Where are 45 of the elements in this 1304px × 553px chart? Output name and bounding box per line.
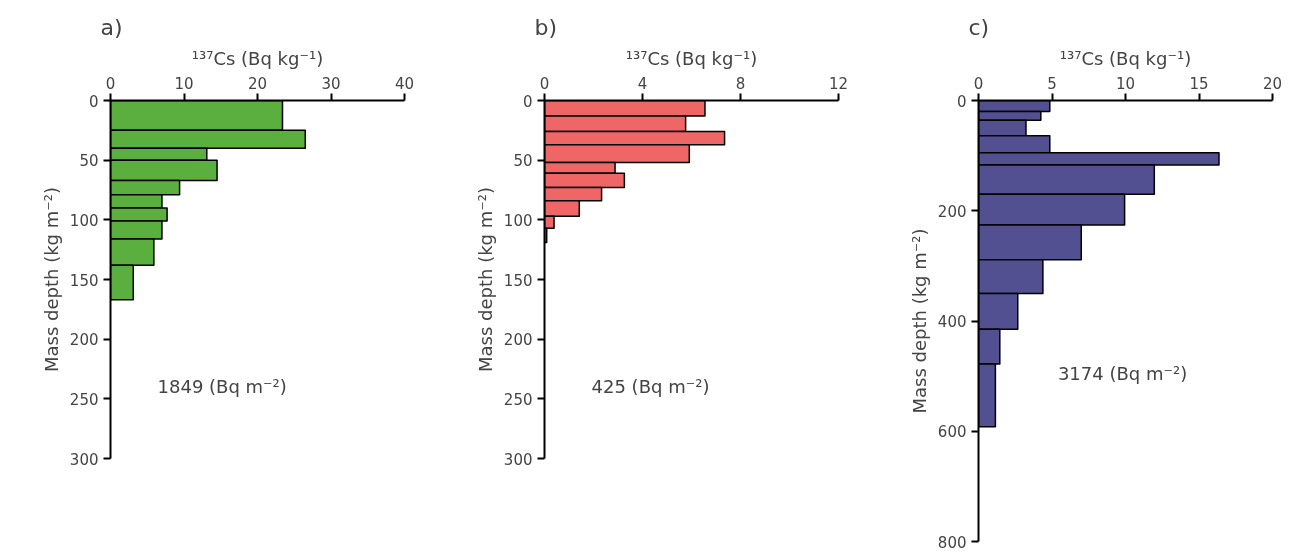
y-tick-label: 100 bbox=[503, 211, 533, 230]
y-tick-label: 0 bbox=[522, 92, 533, 111]
y-tick-label: 300 bbox=[503, 450, 533, 469]
x-tick-label: 4 bbox=[637, 74, 648, 93]
y-axis-title: Mass depth (kg m⁻²) bbox=[40, 186, 62, 373]
chart-title: c) bbox=[968, 14, 990, 40]
y-tick-label: 200 bbox=[503, 331, 533, 350]
y-tick-label: 0 bbox=[88, 92, 99, 111]
x-axis-title: ¹³⁷Cs (Bq kg⁻¹) bbox=[1059, 47, 1192, 69]
y-tick-label: 50 bbox=[79, 152, 99, 171]
y-tick-label: 400 bbox=[937, 313, 967, 331]
chart-title: b) bbox=[534, 14, 558, 40]
x-tick-label: 20 bbox=[247, 74, 268, 93]
x-tick-label: 12 bbox=[828, 74, 849, 93]
x-tick-label: 0 bbox=[973, 74, 984, 93]
y-tick-label: 250 bbox=[503, 390, 533, 409]
x-tick-label: 5 bbox=[1047, 74, 1057, 93]
x-tick-label: 0 bbox=[105, 74, 116, 93]
chart-title: a) bbox=[100, 14, 123, 40]
y-tick-label: 100 bbox=[69, 211, 99, 230]
x-tick-label: 10 bbox=[1115, 74, 1136, 93]
y-tick-label: 600 bbox=[937, 423, 967, 442]
x-tick-label: 15 bbox=[1189, 74, 1209, 93]
annotation: 425 (Bq m⁻²) bbox=[591, 376, 710, 398]
x-tick-label: 30 bbox=[321, 74, 341, 93]
y-tick-label: 50 bbox=[513, 152, 533, 171]
y-tick-label: 250 bbox=[69, 390, 99, 409]
y-tick-label: 300 bbox=[69, 450, 99, 469]
x-axis-title: ¹³⁷Cs (Bq kg⁻¹) bbox=[625, 47, 758, 69]
y-tick-label: 150 bbox=[69, 271, 99, 290]
x-tick-label: 0 bbox=[539, 74, 550, 93]
x-tick-label: 10 bbox=[174, 74, 194, 93]
x-tick-label: 40 bbox=[394, 74, 415, 93]
x-tick-label: 20 bbox=[1262, 74, 1283, 93]
annotation: 1849 (Bq m⁻²) bbox=[157, 376, 287, 398]
x-axis-title: ¹³⁷Cs (Bq kg⁻¹) bbox=[191, 47, 324, 69]
y-tick-label: 800 bbox=[937, 533, 967, 552]
y-tick-label: 200 bbox=[69, 331, 99, 350]
y-tick-label: 200 bbox=[937, 202, 967, 221]
y-axis-title: Mass depth (kg m⁻²) bbox=[474, 186, 496, 373]
annotation: 3174 (Bq m⁻²) bbox=[1057, 363, 1188, 385]
y-axis-title: Mass depth (kg m⁻²) bbox=[908, 228, 930, 414]
x-tick-label: 8 bbox=[735, 74, 746, 93]
y-tick-label: 150 bbox=[503, 271, 533, 290]
y-tick-label: 0 bbox=[956, 92, 967, 111]
